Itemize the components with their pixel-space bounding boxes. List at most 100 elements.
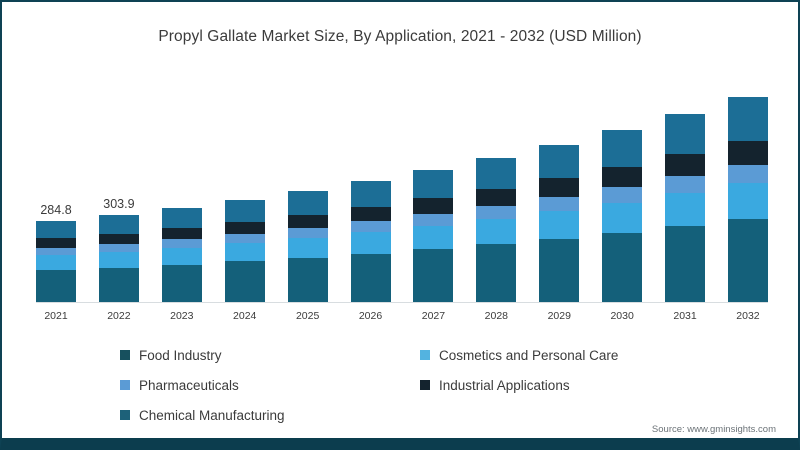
bar-segment[interactable] [98,267,139,302]
bar-segment[interactable] [224,199,265,222]
bar-segment[interactable] [476,218,517,245]
bar-segment[interactable] [287,237,328,258]
stacked-bar[interactable] [602,130,643,302]
bar-segment[interactable] [476,158,517,189]
bar-segment[interactable] [602,187,643,203]
bar-segment[interactable] [727,96,768,141]
stacked-bar[interactable] [476,158,517,302]
bar-segment[interactable] [727,164,768,183]
bar-segment[interactable] [727,182,768,220]
legend-item[interactable]: Cosmetics and Personal Care [420,340,720,370]
stacked-bar[interactable] [98,215,139,302]
bar-segment[interactable] [224,233,265,243]
bar-segment[interactable] [36,238,76,248]
bar-segment[interactable] [665,193,706,227]
stacked-bar[interactable] [287,190,328,302]
bar-segment[interactable] [413,198,454,214]
bar-segment[interactable] [602,202,643,234]
bar-segment[interactable] [224,261,265,302]
bar-column[interactable] [350,74,391,302]
legend-label: Pharmaceuticals [139,377,239,393]
stacked-bar[interactable] [665,114,706,302]
bar-segment[interactable] [476,188,517,206]
x-axis-tick-label: 2022 [107,310,131,322]
stacked-bar[interactable] [413,170,454,302]
stacked-bar[interactable] [539,144,580,302]
bar-segment[interactable] [539,178,580,197]
bar-segment[interactable] [665,226,706,302]
bar-segment[interactable] [98,215,139,234]
bar-segment[interactable] [539,144,580,179]
bar-segment[interactable] [602,130,643,168]
legend-item[interactable]: Industrial Applications [420,370,720,400]
bar-segment[interactable] [36,220,76,239]
bar-segment[interactable] [602,233,643,302]
stacked-bar[interactable] [36,220,76,302]
legend-swatch-icon [120,410,130,420]
bar-segment[interactable] [36,270,76,302]
x-axis-tick-label: 2029 [547,310,571,322]
bar-segment[interactable] [161,228,202,240]
bar-segment[interactable] [350,180,391,207]
legend-swatch-icon [420,380,430,390]
bar-value-label: 284.8 [40,202,72,217]
bar-segment[interactable] [161,207,202,229]
bar-segment[interactable] [413,170,454,199]
legend-label: Food Industry [139,347,222,363]
x-axis-tick-label: 2027 [421,310,446,322]
bar-segment[interactable] [539,196,580,211]
source-attribution: Source: www.gminsights.com [651,424,776,435]
bar-segment[interactable] [287,214,328,228]
bar-segment[interactable] [287,190,328,215]
stacked-bar[interactable] [350,180,391,302]
bar-segment[interactable] [224,242,265,262]
legend-item[interactable]: Chemical Manufacturing [120,400,420,430]
bar-segment[interactable] [350,220,391,232]
bar-column[interactable] [224,74,265,302]
bar-segment[interactable] [161,264,202,302]
bar-segment[interactable] [665,114,706,155]
bar-segment[interactable] [413,225,454,250]
bar-column[interactable] [161,74,202,302]
bar-column[interactable] [539,74,580,302]
bar-segment[interactable] [161,239,202,248]
bar-segment[interactable] [350,206,391,221]
bar-segment[interactable] [36,247,76,256]
bar-segment[interactable] [727,140,768,165]
stacked-bar[interactable] [727,96,768,302]
bar-column[interactable] [287,74,328,302]
stacked-bar[interactable] [161,207,202,302]
bar-column[interactable] [727,74,768,302]
bar-column[interactable] [476,74,517,302]
bar-segment[interactable] [539,210,580,240]
bar-segment[interactable] [36,255,76,271]
bar-segment[interactable] [413,213,454,226]
bar-segment[interactable] [539,239,580,302]
bar-segment[interactable] [350,253,391,302]
bar-segment[interactable] [98,251,139,268]
bar-segment[interactable] [98,244,139,252]
bar-segment[interactable] [287,227,328,238]
bar-segment[interactable] [161,247,202,265]
bar-column[interactable]: 303.9 [98,74,139,302]
bar-segment[interactable] [413,249,454,302]
x-axis-labels: 2021 2022 2023 2024 2025 2026 2027 2028 2029 2030… [36,310,768,328]
stacked-bar[interactable] [224,199,265,302]
legend-label: Chemical Manufacturing [139,407,285,423]
bar-segment[interactable] [727,219,768,302]
bar-column[interactable] [665,74,706,302]
bar-segment[interactable] [476,205,517,219]
bar-segment[interactable] [224,221,265,234]
bar-segment[interactable] [98,233,139,245]
bar-column[interactable] [413,74,454,302]
bar-segment[interactable] [665,154,706,177]
bar-segment[interactable] [350,231,391,254]
bar-segment[interactable] [602,167,643,188]
bar-segment[interactable] [287,257,328,302]
bar-segment[interactable] [476,244,517,302]
legend-item[interactable]: Food Industry [120,340,420,370]
bar-column[interactable] [602,74,643,302]
bar-column[interactable]: 284.8 [36,74,76,302]
legend-item[interactable]: Pharmaceuticals [120,370,420,400]
bar-segment[interactable] [665,176,706,194]
